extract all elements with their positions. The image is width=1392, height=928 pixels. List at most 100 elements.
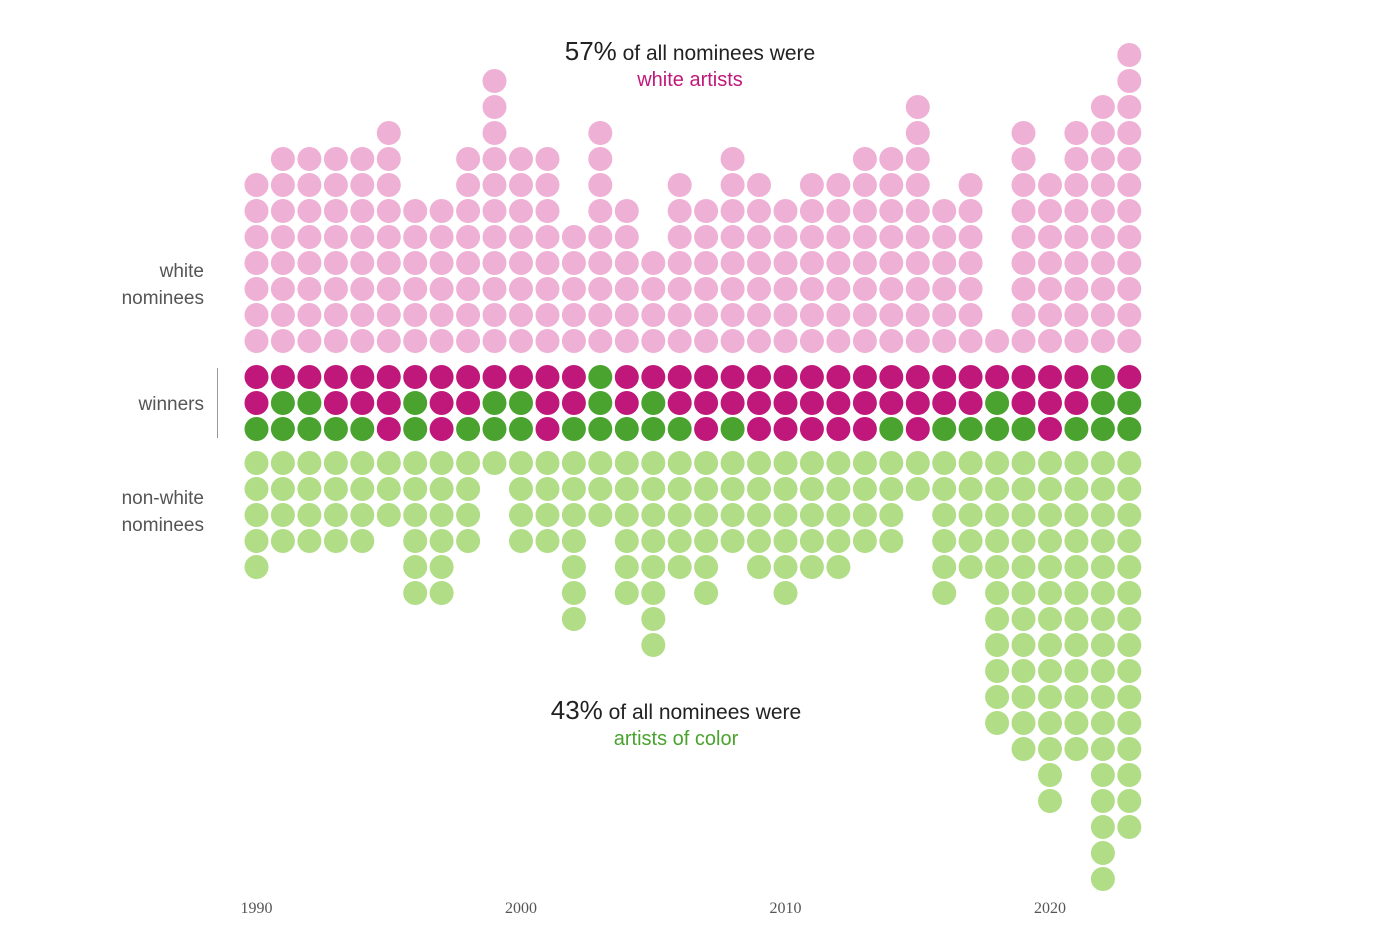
white-winner-dot-2008 xyxy=(720,391,745,415)
nonwhite-nominee-dot-2018 xyxy=(985,477,1010,501)
nonwhite-nominee-dot-1990 xyxy=(244,503,269,527)
nonwhite-nominee-dot-2022 xyxy=(1090,867,1115,891)
nonwhite-nominee-dot-2020 xyxy=(1038,659,1062,683)
nonwhite-nominee-dot-2008 xyxy=(720,503,745,527)
white-nominee-dot-2021 xyxy=(1064,199,1089,223)
nonwhite-winner-dot-2003 xyxy=(588,391,613,415)
white-winner-dot-1995 xyxy=(376,391,401,415)
nonwhite-nominee-dot-2020 xyxy=(1038,633,1062,657)
white-nominee-dot-2022 xyxy=(1090,199,1115,223)
nonwhite-nominee-dot-2002 xyxy=(561,503,586,527)
nonwhite-nominee-dot-2007 xyxy=(694,555,719,579)
white-nominee-dot-2003 xyxy=(588,199,613,223)
white-nominee-dot-2021 xyxy=(1064,121,1089,145)
white-nominee-dot-2001 xyxy=(535,277,560,301)
nonwhite-nominee-dot-1991 xyxy=(270,477,295,501)
nonwhite-nominee-dot-2021 xyxy=(1064,659,1089,683)
white-nominee-dot-2023 xyxy=(1117,69,1142,93)
nonwhite-nominee-dot-2018 xyxy=(985,607,1010,631)
white-nominee-dot-1992 xyxy=(297,199,322,223)
nonwhite-nominee-dot-2011 xyxy=(799,451,824,475)
white-nominee-dot-1994 xyxy=(350,277,375,301)
white-nominee-dot-1991 xyxy=(270,225,295,249)
white-nominee-dot-2001 xyxy=(535,303,560,327)
white-winner-dot-2017 xyxy=(958,391,983,415)
white-nominee-dot-2009 xyxy=(747,277,771,301)
white-nominee-dot-2015 xyxy=(905,147,930,171)
nonwhite-nominee-dot-2007 xyxy=(694,529,719,553)
white-nominee-dot-2011 xyxy=(799,225,824,249)
nonwhite-nominee-dot-2022 xyxy=(1090,477,1115,501)
nonwhite-nominee-dot-2015 xyxy=(905,451,930,475)
white-nominee-dot-1996 xyxy=(403,251,428,275)
white-nominee-dot-2005 xyxy=(641,329,666,353)
white-nominee-dot-2013 xyxy=(852,251,877,275)
white-nominee-dot-2022 xyxy=(1090,303,1115,327)
nonwhite-nominee-dot-2008 xyxy=(720,477,745,501)
nonwhite-nominee-dot-2002 xyxy=(561,477,586,501)
white-nominee-dot-2020 xyxy=(1038,199,1062,223)
white-nominee-dot-1999 xyxy=(482,147,507,171)
nonwhite-winner-dot-2005 xyxy=(641,417,666,441)
white-nominee-dot-1996 xyxy=(403,199,428,223)
nonwhite-nominee-dot-1991 xyxy=(270,503,295,527)
white-nominee-dot-1990 xyxy=(244,251,269,275)
white-nominee-dot-1999 xyxy=(482,173,507,197)
white-nominee-dot-2017 xyxy=(958,251,983,275)
white-nominee-dot-1992 xyxy=(297,225,322,249)
white-nominee-dot-2003 xyxy=(588,173,613,197)
nonwhite-nominee-dot-2000 xyxy=(509,529,533,553)
white-nominee-dot-1999 xyxy=(482,277,507,301)
nonwhite-nominee-dot-2016 xyxy=(932,503,957,527)
white-nominee-dot-2008 xyxy=(720,173,745,197)
white-winner-dot-2023 xyxy=(1117,365,1142,389)
nonwhite-winner-dot-2022 xyxy=(1090,391,1115,415)
nonwhite-nominee-dot-2005 xyxy=(641,477,666,501)
white-winner-dot-2015 xyxy=(905,391,930,415)
nonwhite-nominee-dot-2009 xyxy=(747,529,771,553)
white-nominee-dot-2003 xyxy=(588,303,613,327)
nonwhite-nominee-dot-2007 xyxy=(694,503,719,527)
nonwhite-nominee-dot-1995 xyxy=(376,451,401,475)
nonwhite-winner-dot-2005 xyxy=(641,391,666,415)
white-winner-dot-2012 xyxy=(826,417,851,441)
white-nominee-dot-2009 xyxy=(747,329,771,353)
nonwhite-nominee-dot-2010 xyxy=(773,477,798,501)
nonwhite-nominee-dot-2019 xyxy=(1011,711,1036,735)
white-share-text: of all nominees were xyxy=(616,42,816,65)
nonwhite-nominee-dot-2019 xyxy=(1011,581,1036,605)
nonwhite-nominee-dot-2019 xyxy=(1011,685,1036,709)
white-nominee-dot-2019 xyxy=(1011,199,1036,223)
nonwhite-nominee-dot-2000 xyxy=(509,451,533,475)
white-nominee-dot-1994 xyxy=(350,147,375,171)
white-nominee-dot-1992 xyxy=(297,147,322,171)
nonwhite-nominee-dot-2020 xyxy=(1038,581,1062,605)
nonwhite-winner-dot-2018 xyxy=(985,391,1010,415)
white-nominee-dot-1994 xyxy=(350,303,375,327)
nonwhite-winner-dot-1998 xyxy=(456,417,481,441)
nonwhite-winner-dot-1992 xyxy=(297,417,322,441)
white-nominee-dot-2016 xyxy=(932,225,957,249)
nonwhite-nominee-dot-1993 xyxy=(323,477,348,501)
nonwhite-winner-dot-2008 xyxy=(720,417,745,441)
white-nominee-dot-1998 xyxy=(456,173,481,197)
nonwhite-winner-dot-2006 xyxy=(667,417,692,441)
white-winner-dot-2006 xyxy=(667,365,692,389)
nonwhite-nominee-dot-2023 xyxy=(1117,503,1142,527)
white-winner-dot-2016 xyxy=(932,391,957,415)
nonwhite-nominee-dot-2014 xyxy=(879,451,904,475)
nonwhite-nominee-dot-2022 xyxy=(1090,529,1115,553)
white-winner-dot-2001 xyxy=(535,365,560,389)
nonwhite-label-line1: non-white xyxy=(121,488,204,509)
nonwhite-nominee-dot-2019 xyxy=(1011,477,1036,501)
nonwhite-nominee-dot-2021 xyxy=(1064,711,1089,735)
white-nominee-dot-2017 xyxy=(958,173,983,197)
white-winner-dot-2017 xyxy=(958,365,983,389)
white-nominee-dot-2020 xyxy=(1038,251,1062,275)
nonwhite-nominee-dot-2022 xyxy=(1090,841,1115,865)
white-nominee-dot-2020 xyxy=(1038,225,1062,249)
white-nominee-dot-2010 xyxy=(773,329,798,353)
white-nominee-dot-2003 xyxy=(588,147,613,171)
nonwhite-nominee-dot-1997 xyxy=(429,451,454,475)
white-nominee-dot-2012 xyxy=(826,225,851,249)
